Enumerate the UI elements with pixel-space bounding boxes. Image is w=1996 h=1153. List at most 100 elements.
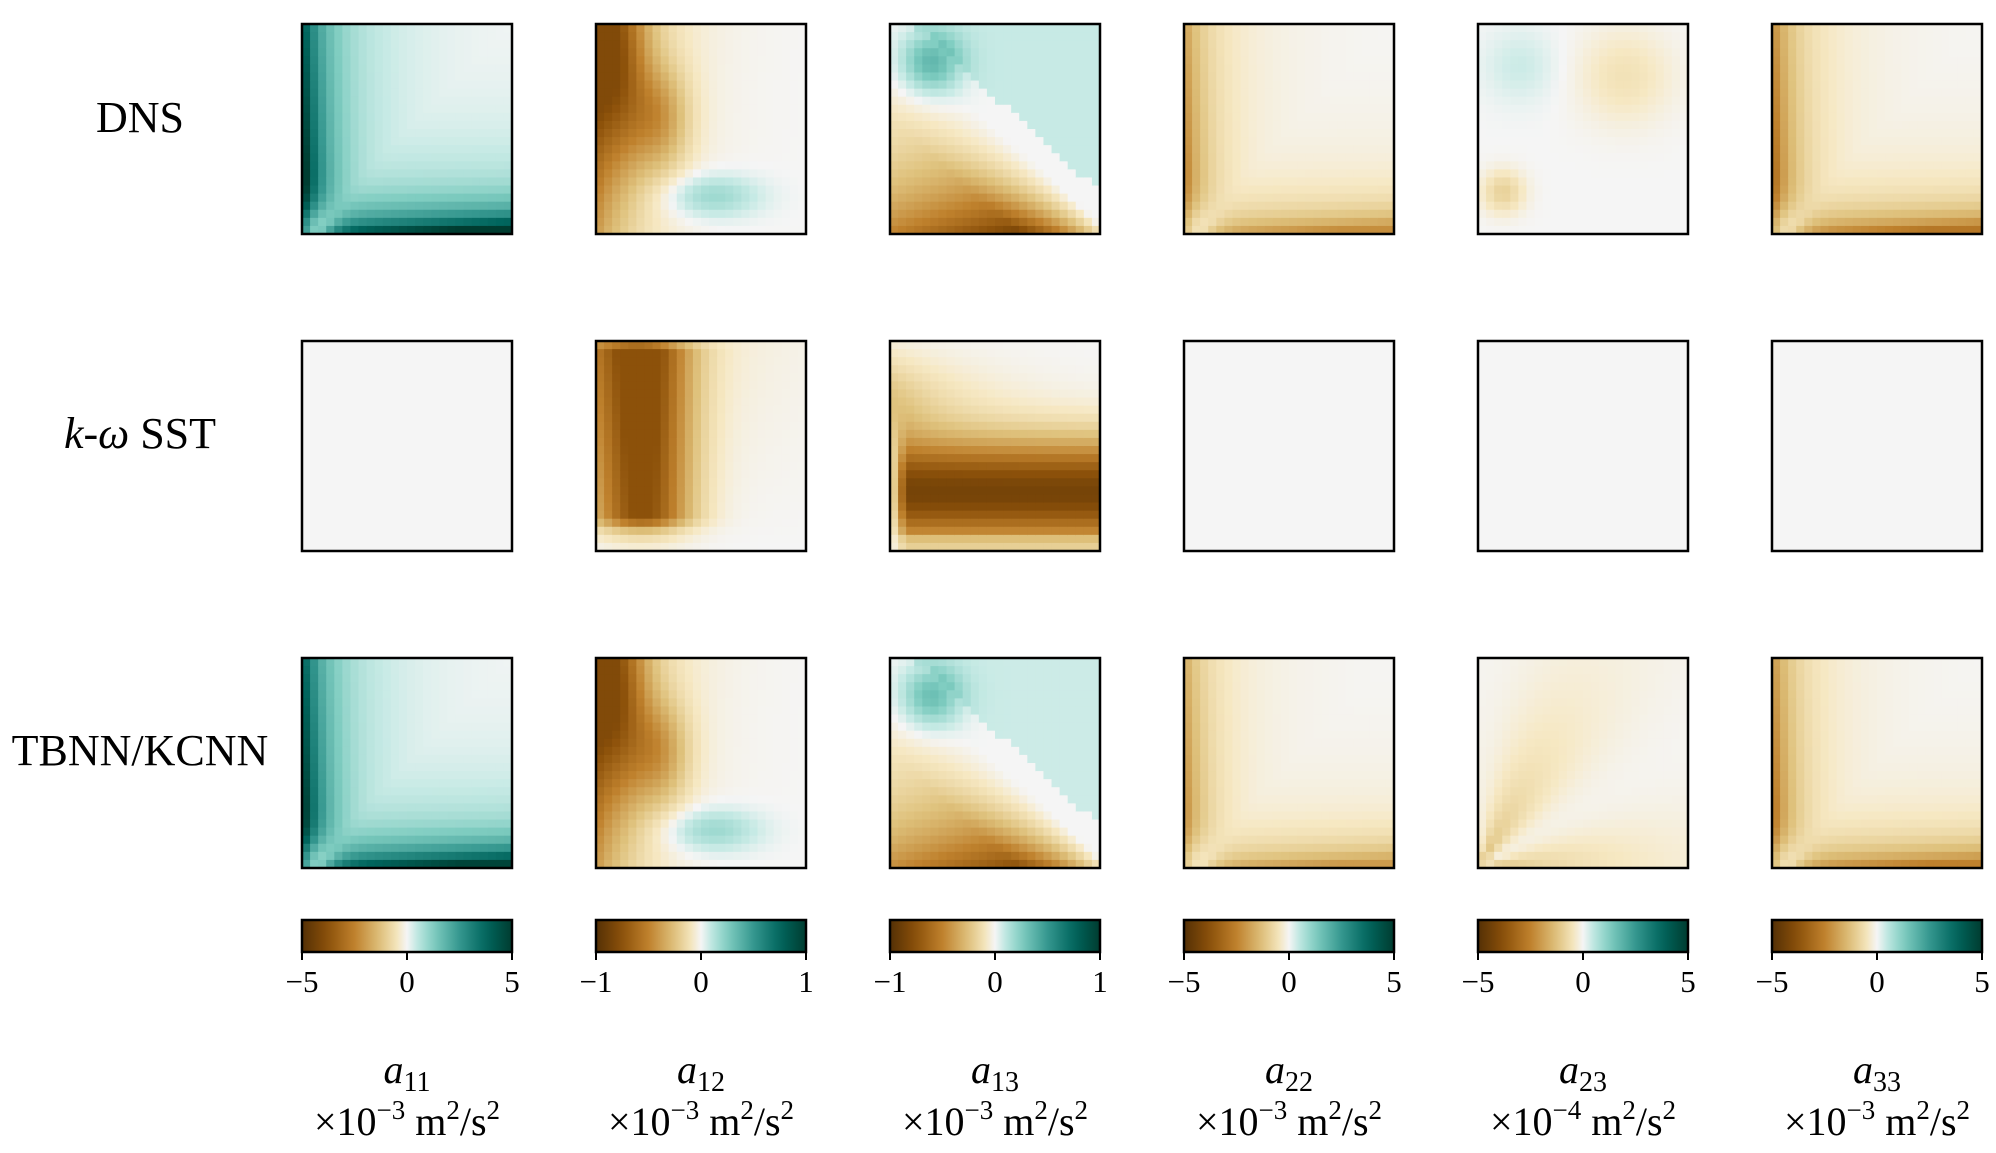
heatmap-cell	[692, 48, 702, 57]
heatmap-cell	[1917, 104, 1927, 114]
heatmap-cell	[407, 177, 416, 187]
heatmap-cell	[676, 169, 686, 179]
heatmap-cell	[334, 365, 343, 374]
heatmap-cell	[660, 542, 670, 551]
heatmap-cell	[479, 542, 489, 551]
heatmap-cell	[390, 405, 400, 415]
heatmap-cell	[1075, 193, 1085, 203]
heatmap-cell	[717, 24, 726, 33]
heatmap-cell	[1917, 169, 1927, 179]
heatmap-cell	[1550, 64, 1560, 74]
heatmap-cell	[447, 518, 457, 528]
heatmap-cell	[471, 494, 481, 504]
heatmap-cell	[366, 217, 376, 227]
heatmap-cell	[1558, 225, 1568, 234]
heatmap-cell	[374, 446, 384, 455]
heatmap-cell	[471, 510, 481, 520]
heatmap-cell	[390, 185, 400, 195]
heatmap-cell	[1091, 56, 1100, 65]
row-label: DNS	[96, 93, 184, 142]
heatmap-cell	[1510, 96, 1519, 106]
heatmap-cell	[938, 209, 948, 219]
heatmap-cell	[612, 478, 621, 487]
heatmap-cell	[652, 169, 662, 179]
heatmap-cell	[660, 365, 670, 374]
heatmap-cell	[1583, 80, 1592, 90]
heatmap-cell	[789, 185, 799, 195]
heatmap-cell	[596, 137, 605, 146]
heatmap-cell	[1075, 24, 1085, 33]
heatmap-cell	[1574, 56, 1584, 65]
heatmap-cell	[487, 64, 497, 74]
heatmap-cell	[439, 534, 448, 544]
heatmap-cell	[1224, 80, 1234, 90]
heatmap-cell	[1075, 201, 1085, 211]
heatmap-cell	[1534, 72, 1544, 82]
heatmap-cell	[1772, 48, 1781, 57]
heatmap-cell	[455, 437, 465, 447]
heatmap-cell	[326, 510, 335, 520]
heatmap-cell	[946, 120, 956, 130]
heatmap-cell	[1772, 56, 1781, 65]
heatmap-cell	[1353, 104, 1363, 114]
heatmap-cell	[1297, 201, 1306, 211]
heatmap-cell	[1200, 64, 1209, 74]
heatmap-cell	[1917, 185, 1927, 195]
heatmap-cell	[596, 96, 605, 106]
heatmap-cell	[1607, 104, 1616, 114]
heatmap-cell	[1518, 161, 1528, 170]
heatmap-cell	[1289, 32, 1298, 41]
heatmap-cell	[382, 80, 392, 90]
heatmap-cell	[1550, 112, 1560, 122]
heatmap-cell	[1566, 185, 1576, 195]
heatmap-cell	[503, 24, 512, 33]
heatmap-cell	[1494, 96, 1503, 106]
heatmap-cell	[1510, 24, 1519, 33]
heatmap-cell	[1027, 112, 1036, 122]
heatmap-cell	[431, 72, 440, 82]
heatmap-cell	[1385, 72, 1394, 82]
heatmap-cell	[922, 56, 931, 65]
heatmap-cell	[479, 510, 489, 520]
heatmap-cell	[495, 478, 505, 487]
heatmap-cell	[479, 129, 489, 138]
heatmap-cell	[1200, 193, 1209, 203]
heatmap-cell	[455, 357, 465, 366]
heatmap-cell	[1925, 96, 1935, 106]
heatmap-cell	[1615, 88, 1624, 98]
heatmap-cell	[1788, 161, 1797, 170]
heatmap-cell	[1321, 56, 1330, 65]
heatmap-cell	[620, 32, 629, 41]
heatmap-cell	[447, 177, 457, 187]
heatmap-cell	[439, 193, 448, 203]
heatmap-cell	[326, 478, 335, 487]
heatmap-cell	[660, 510, 670, 520]
heatmap-cell	[604, 177, 613, 187]
heatmap-cell	[1043, 40, 1053, 49]
heatmap-cell	[1909, 104, 1918, 114]
heatmap-cell	[995, 56, 1004, 65]
heatmap-cell	[906, 145, 915, 154]
heatmap-cell	[1909, 209, 1918, 219]
heatmap-cell	[382, 104, 392, 114]
heatmap-cell	[954, 120, 964, 130]
heatmap-cell	[1232, 112, 1242, 122]
heatmap-cell	[1844, 209, 1854, 219]
heatmap-cell	[930, 104, 940, 114]
heatmap-cell	[1297, 96, 1306, 106]
heatmap-cell	[1623, 137, 1633, 146]
heatmap-cell	[1804, 64, 1813, 74]
heatmap-cell	[1647, 24, 1657, 33]
heatmap-cell	[310, 185, 319, 195]
heatmap-cell	[479, 80, 489, 90]
heatmap-cell	[1200, 48, 1209, 57]
heatmap-cell	[358, 145, 368, 154]
heatmap-cell	[773, 64, 783, 74]
heatmap-cell	[310, 510, 319, 520]
heatmap-cell	[1804, 153, 1813, 162]
heatmap-cell	[439, 357, 448, 366]
heatmap-cell	[604, 518, 613, 528]
heatmap-cell	[1796, 209, 1805, 219]
heatmap-cell	[652, 217, 662, 227]
heatmap-cell	[1655, 80, 1665, 90]
